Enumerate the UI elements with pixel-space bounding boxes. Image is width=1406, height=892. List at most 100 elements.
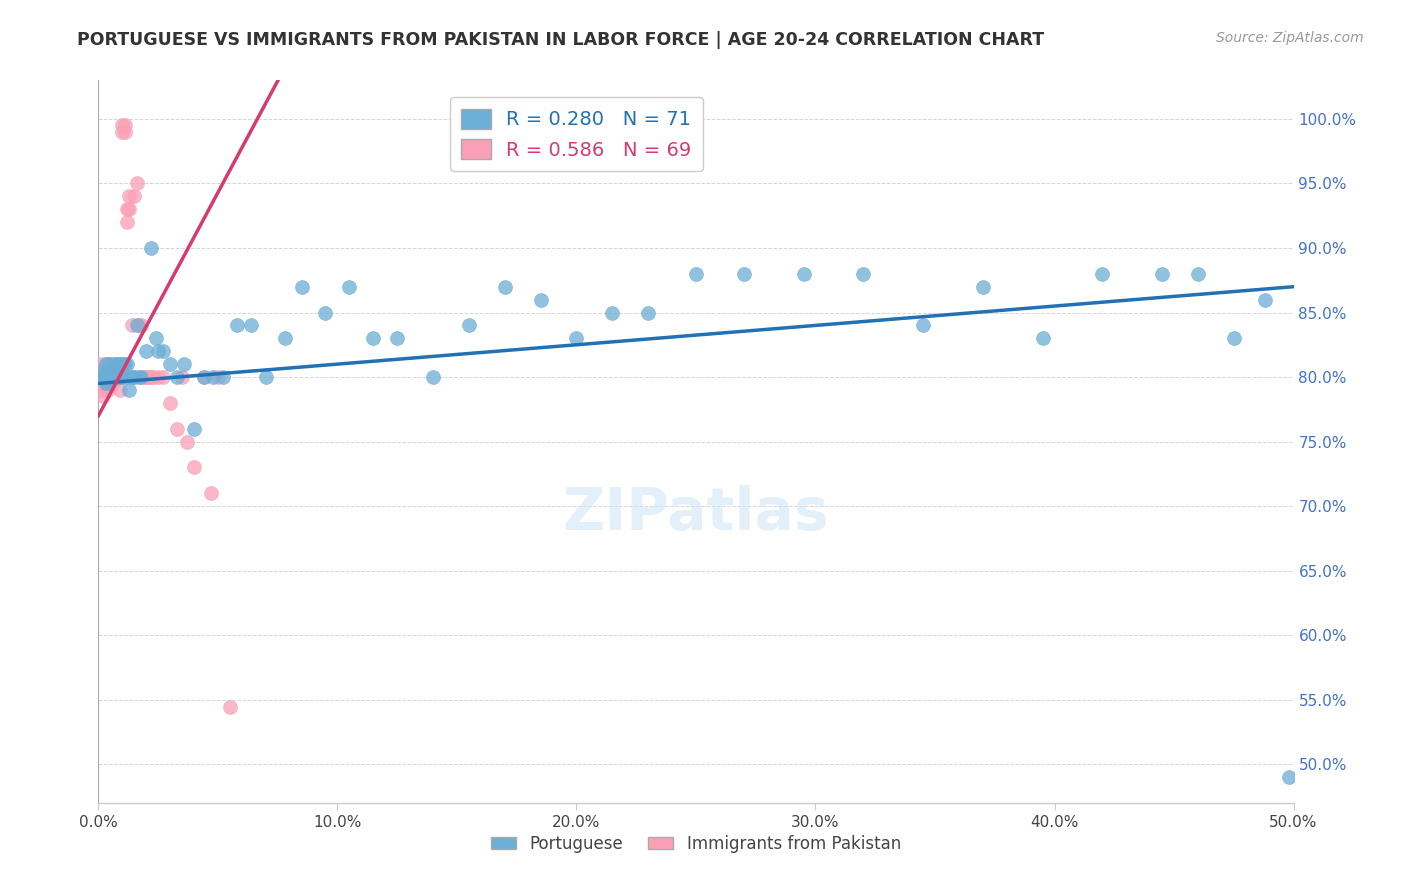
Point: [1278, 770, 1301, 784]
Point: [91, 370, 114, 384]
Point: [94, 370, 117, 384]
Point: [315, 305, 337, 319]
Point: [148, 344, 170, 359]
Legend: Portuguese, Immigrants from Pakistan: Portuguese, Immigrants from Pakistan: [485, 828, 907, 860]
Point: [98, 357, 122, 371]
Point: [97, 363, 120, 377]
Point: [107, 370, 129, 384]
Point: [911, 318, 934, 333]
Point: [152, 344, 174, 359]
Point: [98, 357, 122, 371]
Point: [108, 370, 131, 384]
Point: [131, 318, 153, 333]
Point: [124, 370, 146, 384]
Point: [111, 357, 134, 371]
Point: [98, 370, 122, 384]
Point: [101, 370, 124, 384]
Point: [97, 376, 120, 391]
Point: [97, 376, 120, 391]
Point: [173, 357, 195, 371]
Point: [166, 422, 188, 436]
Point: [1152, 267, 1174, 281]
Point: [91, 389, 114, 403]
Point: [104, 370, 127, 384]
Point: [159, 396, 181, 410]
Point: [91, 363, 114, 377]
Point: [240, 318, 263, 333]
Point: [104, 357, 127, 371]
Point: [422, 370, 444, 384]
Point: [193, 370, 215, 384]
Point: [685, 267, 707, 281]
Point: [97, 370, 120, 384]
Point: [118, 383, 141, 397]
Point: [108, 370, 131, 384]
Point: [183, 422, 205, 436]
Point: [200, 486, 222, 500]
Point: [339, 279, 361, 293]
Point: [166, 370, 188, 384]
Point: [494, 279, 516, 293]
Point: [115, 202, 138, 217]
Point: [131, 370, 153, 384]
Point: [114, 357, 136, 371]
Point: [135, 370, 157, 384]
Point: [104, 370, 127, 384]
Point: [98, 373, 122, 387]
Point: [733, 267, 755, 281]
Point: [114, 125, 136, 139]
Point: [90, 383, 112, 397]
Point: [132, 370, 155, 384]
Point: [107, 370, 129, 384]
Point: [101, 370, 124, 384]
Point: [97, 383, 120, 397]
Point: [111, 125, 134, 139]
Point: [104, 357, 127, 371]
Point: [385, 331, 409, 345]
Point: [530, 293, 553, 307]
Point: [101, 376, 124, 391]
Point: [128, 370, 150, 384]
Point: [291, 279, 314, 293]
Point: [108, 370, 131, 384]
Point: [202, 370, 225, 384]
Point: [274, 331, 297, 345]
Point: [142, 370, 165, 384]
Point: [101, 370, 124, 384]
Point: [91, 363, 114, 377]
Text: ZIPatlas: ZIPatlas: [562, 485, 830, 542]
Point: [363, 331, 385, 345]
Point: [139, 370, 162, 384]
Point: [193, 370, 215, 384]
Point: [98, 370, 122, 384]
Point: [211, 370, 233, 384]
Point: [94, 357, 117, 371]
Point: [118, 202, 141, 217]
Point: [111, 370, 134, 384]
Point: [124, 370, 146, 384]
Point: [121, 318, 143, 333]
Point: [111, 119, 134, 133]
Point: [94, 376, 117, 391]
Point: [98, 370, 122, 384]
Point: [139, 241, 162, 255]
Point: [1223, 331, 1246, 345]
Point: [226, 318, 249, 333]
Point: [118, 189, 141, 203]
Point: [91, 370, 114, 384]
Point: [602, 305, 624, 319]
Point: [90, 370, 112, 384]
Point: [108, 357, 131, 371]
Point: [1187, 267, 1209, 281]
Point: [1254, 293, 1277, 307]
Point: [793, 267, 815, 281]
Point: [219, 700, 242, 714]
Point: [111, 370, 134, 384]
Point: [125, 177, 148, 191]
Point: [972, 279, 994, 293]
Point: [90, 357, 112, 371]
Point: [90, 376, 112, 391]
Point: [90, 370, 112, 384]
Point: [1032, 331, 1054, 345]
Point: [91, 370, 114, 384]
